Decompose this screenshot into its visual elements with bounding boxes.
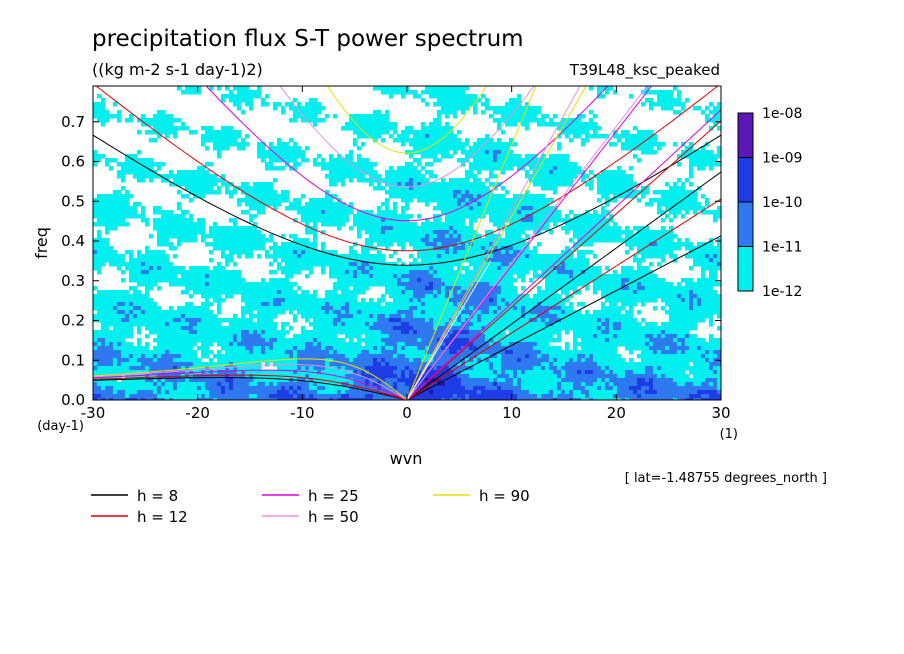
colorbar-label: 1e-08 — [762, 106, 802, 122]
inertio-gravity-curve-h90 — [326, 86, 488, 154]
colorbar-swatch — [737, 112, 754, 158]
y-tick-label: 0.2 — [61, 312, 85, 330]
legend-label-h25: h = 25 — [308, 487, 359, 505]
eastward-curve-h90 — [406, 86, 587, 400]
rossby-curve-h8 — [93, 377, 408, 400]
x-axis-label: wvn — [390, 449, 423, 468]
dispersion-curve-h50 — [93, 86, 648, 400]
dispersion-curve-h8 — [93, 134, 721, 400]
latitude-annotation: [ lat=-1.48755 degrees_north ] — [625, 471, 827, 486]
colorbar-swatch — [737, 246, 754, 292]
eastward-curve-h8 — [406, 235, 721, 400]
legend: h = 8 h = 12 h = 25 h = 50 h = 90 — [91, 487, 530, 526]
colorbar-swatch — [737, 157, 754, 203]
eastward-curve-h12 — [406, 198, 721, 400]
kelvin-curve-h25 — [406, 86, 653, 400]
white-guide-line — [406, 260, 492, 400]
y-axis-ticks: 0.0 0.1 0.2 0.3 0.4 0.5 0.6 0.7 — [61, 113, 721, 409]
rossby-curve-h50 — [93, 364, 408, 400]
chart-units: ((kg m-2 s-1 day-1)2) — [92, 60, 263, 79]
eastward-curve-h25 — [406, 109, 721, 400]
kelvin-curve-h90 — [406, 86, 537, 400]
colorbar-swatch — [737, 201, 754, 247]
rossby-curve-h25 — [93, 369, 408, 400]
x-tick-label: 30 — [711, 404, 730, 422]
x-tick-label: 0 — [402, 404, 412, 422]
kelvin-curve-h50 — [406, 86, 581, 400]
kelvin-curve-h12 — [406, 120, 721, 400]
colorbar-label: 1e-09 — [762, 151, 802, 167]
kelvin-curve-h8 — [406, 171, 721, 400]
colorbar-label: 1e-11 — [762, 240, 802, 256]
x-tick-label: 10 — [502, 404, 521, 422]
x-tick-label: 20 — [607, 404, 626, 422]
rossby-curve-h12 — [93, 374, 408, 400]
dispersion-curve-h25 — [93, 86, 721, 400]
inertio-gravity-curve-h12 — [95, 86, 719, 252]
y-axis-unit: (day-1) — [37, 419, 84, 434]
dispersion-curve-h90 — [93, 86, 587, 400]
x-axis-unit: (1) — [720, 427, 738, 442]
rossby-curve-h90 — [93, 358, 408, 400]
y-tick-label: 0.6 — [61, 153, 85, 171]
legend-label-h12: h = 12 — [137, 508, 188, 526]
x-tick-label: -10 — [290, 404, 315, 422]
colorbar: 1e-08 1e-09 1e-10 1e-11 1e-12 — [737, 106, 802, 300]
y-tick-label: 0.7 — [61, 113, 85, 131]
legend-label-h50: h = 50 — [308, 508, 359, 526]
x-tick-label: -30 — [81, 404, 106, 422]
inertio-gravity-curve-h50 — [279, 86, 535, 188]
dispersion-curves — [93, 86, 721, 400]
inertio-gravity-curve-h8 — [93, 134, 721, 266]
colorbar-label: 1e-10 — [762, 195, 802, 211]
run-label: T39L48_ksc_peaked — [569, 61, 720, 80]
y-tick-label: 0.3 — [61, 272, 85, 290]
inertio-gravity-curve-h25 — [205, 86, 609, 222]
x-axis-ticks: -30 -20 -10 0 10 20 30 — [81, 86, 731, 422]
dispersion-curve-h12 — [93, 86, 721, 400]
spectrum-field — [93, 86, 721, 400]
legend-label-h90: h = 90 — [479, 487, 530, 505]
legend-label-h8: h = 8 — [137, 487, 178, 505]
chart-title: precipitation flux S-T power spectrum — [92, 26, 524, 52]
y-axis-label: freq — [32, 227, 51, 259]
eastward-curve-h50 — [406, 86, 648, 400]
y-tick-label: 0.0 — [61, 391, 85, 409]
y-tick-label: 0.1 — [61, 351, 85, 369]
colorbar-label: 1e-12 — [762, 284, 802, 300]
y-tick-label: 0.5 — [61, 192, 85, 210]
x-tick-label: -20 — [185, 404, 210, 422]
y-tick-label: 0.4 — [61, 232, 85, 250]
